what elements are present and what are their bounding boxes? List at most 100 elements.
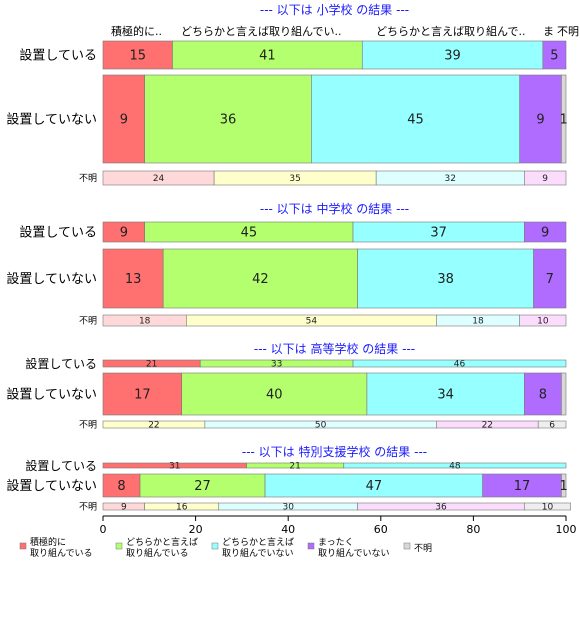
bar-segment-0-1-0 <box>102 74 145 164</box>
legend-label-3-1: 取り組んでいない <box>318 547 390 559</box>
bar-segment-0-2-3 <box>524 170 567 186</box>
value-label-1-1-1: 42 <box>252 272 269 287</box>
bar-segment-1-1-3 <box>533 248 567 309</box>
header-label-4: 不明 <box>557 25 579 38</box>
bar-segment-1-1-2 <box>357 248 534 309</box>
panel-title-0: --- 以下は 小学校 の結果 --- <box>260 2 409 17</box>
legend-label-0-0: 積極的に <box>30 536 66 548</box>
value-label-0-1-2: 45 <box>407 113 424 128</box>
bar-segment-3-0-2 <box>343 462 567 469</box>
bar-segment-0-0-2 <box>361 40 544 70</box>
value-label-0-2-3: 9 <box>542 174 548 184</box>
bar-segment-2-1-0 <box>102 372 183 416</box>
value-label-2-2-2: 50 <box>315 421 327 431</box>
value-label-2-0-1: 33 <box>271 360 282 370</box>
value-label-2-0-0: 21 <box>146 360 157 370</box>
value-label-0-2-0: 24 <box>153 174 165 184</box>
x-tick-label-0: 0 <box>100 523 107 536</box>
value-label-2-1-0: 17 <box>134 388 151 403</box>
value-label-0-0-3: 5 <box>550 49 558 64</box>
value-label-1-2-0: 18 <box>139 317 151 327</box>
legend-swatch-1 <box>115 542 123 550</box>
bar-segment-3-1-4 <box>561 473 567 498</box>
bar-segment-0-1-1 <box>144 74 312 164</box>
value-label-1-2-2: 18 <box>472 317 484 327</box>
row-label-2-2: 不明 <box>79 420 97 431</box>
bar-segment-0-1-3 <box>519 74 562 164</box>
panel-title-2: --- 以下は 高等学校 の結果 --- <box>254 341 415 356</box>
value-label-3-1-1: 27 <box>194 479 211 494</box>
row-label-2-0: 設置している <box>25 356 97 371</box>
panel-title-3: --- 以下は 特別支援学校 の結果 --- <box>242 444 427 459</box>
bar-segment-2-1-4 <box>561 372 567 416</box>
value-label-3-1-4: 1 <box>560 479 568 494</box>
value-label-2-1-1: 40 <box>266 388 283 403</box>
value-label-0-0-1: 41 <box>259 49 276 64</box>
value-label-0-2-2: 32 <box>445 174 456 184</box>
legend-swatch-0 <box>19 542 27 550</box>
x-tick-label-60: 60 <box>374 523 388 536</box>
legend-swatch-3 <box>307 542 315 550</box>
row-label-1-2: 不明 <box>79 316 97 327</box>
x-tick-label-80: 80 <box>466 523 480 536</box>
value-label-0-1-1: 36 <box>220 113 237 128</box>
value-label-3-2-4: 10 <box>542 503 554 513</box>
legend-label-1-1: 取り組んでいる <box>126 547 189 559</box>
bar-segment-0-0-1 <box>172 40 363 70</box>
bar-segment-1-1-1 <box>162 248 358 309</box>
value-label-1-0-2: 37 <box>430 226 447 241</box>
x-tick-label-100: 100 <box>556 523 577 536</box>
row-label-0-2: 不明 <box>79 173 97 184</box>
value-label-0-0-2: 39 <box>444 49 461 64</box>
header-label-0: 積極的に.. <box>111 24 162 38</box>
value-label-1-1-0: 13 <box>125 272 142 287</box>
header-label-1: どちらかと言えば取り組んでい.. <box>181 25 341 38</box>
legend-label-0-1: 取り組んでいる <box>30 547 93 559</box>
value-label-3-2-0: 9 <box>121 503 127 513</box>
value-label-2-0-2: 46 <box>454 360 466 370</box>
bar-segment-1-1-0 <box>102 248 164 309</box>
value-label-3-0-1: 21 <box>289 462 300 472</box>
row-label-1-0: 設置している <box>19 225 97 241</box>
x-tick-label-20: 20 <box>189 523 203 536</box>
value-label-1-2-3: 10 <box>537 317 549 327</box>
row-label-3-0: 設置している <box>25 458 97 473</box>
bar-segment-2-1-1 <box>181 372 368 416</box>
bar-segment-1-2-3 <box>519 314 567 327</box>
legend-label-2-0: どちらかと言えば <box>222 536 294 548</box>
row-label-0-1: 設置していない <box>6 112 97 128</box>
legend-label-1-0: どちらかと言えば <box>126 536 198 548</box>
row-label-1-1: 設置していない <box>6 271 97 287</box>
bar-segment-0-1-4 <box>561 74 567 164</box>
value-label-0-1-0: 9 <box>120 113 128 128</box>
value-label-1-1-3: 7 <box>546 272 554 287</box>
value-label-3-0-2: 48 <box>449 462 461 472</box>
bar-segment-2-0-2 <box>352 359 567 368</box>
value-label-3-1-2: 47 <box>366 479 383 494</box>
legend-label-2-1: 取り組んでいない <box>222 547 294 559</box>
value-label-1-0-0: 9 <box>120 226 128 241</box>
row-label-3-1: 設置していない <box>6 478 97 494</box>
header-label-3: ま <box>543 25 554 38</box>
value-label-3-2-1: 16 <box>176 503 188 513</box>
row-label-3-2: 不明 <box>79 502 97 513</box>
legend-label-4-0: 不明 <box>414 543 432 554</box>
value-label-1-0-1: 45 <box>241 226 258 241</box>
bar-segment-1-0-3 <box>524 221 567 243</box>
x-tick-label-40: 40 <box>281 523 295 536</box>
value-label-2-2-1: 22 <box>148 421 159 431</box>
bar-segment-3-2-4 <box>524 502 571 511</box>
bar-segment-0-1-2 <box>311 74 521 164</box>
value-label-2-1-3: 8 <box>539 388 547 403</box>
row-label-0-0: 設置している <box>19 48 97 64</box>
bar-segment-2-1-2 <box>366 372 525 416</box>
legend-swatch-4 <box>403 542 411 550</box>
legend-label-3-0: まったく <box>318 537 354 548</box>
legend-swatch-2 <box>211 542 219 550</box>
value-label-3-1-3: 17 <box>514 479 531 494</box>
panel-title-1: --- 以下は 中学校 の結果 --- <box>260 201 409 216</box>
value-label-2-2-3: 22 <box>482 421 493 431</box>
bar-segment-0-0-3 <box>542 40 567 70</box>
